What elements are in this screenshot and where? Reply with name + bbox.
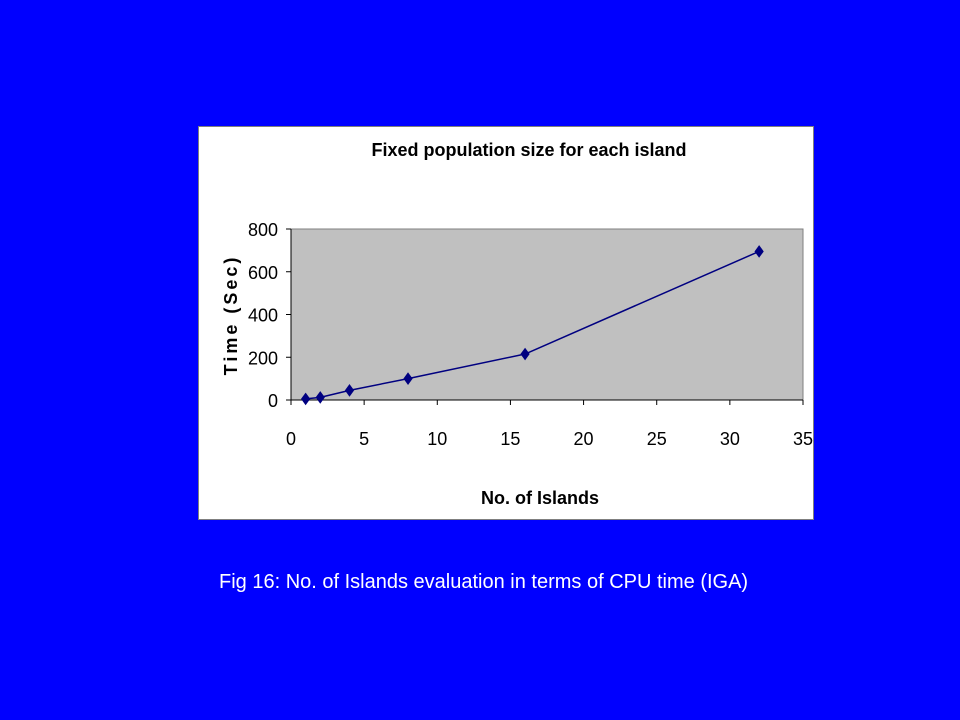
line-chart: Fixed population size for each island 0 5…	[221, 140, 813, 508]
chart-panel: Fixed population size for each island 0 5…	[198, 126, 814, 520]
data-point-marker	[754, 245, 764, 258]
plot-area	[290, 228, 804, 401]
x-tick-label: 35	[793, 429, 813, 449]
data-point-marker	[520, 347, 530, 361]
data-point-marker	[301, 392, 311, 406]
x-tick-label: 10	[427, 429, 447, 449]
y-tick-label: 600	[248, 263, 278, 283]
x-tick-label: 20	[574, 429, 594, 449]
x-axis: 0 5 10 15 20 25 30 35	[286, 399, 813, 449]
data-point-marker	[344, 384, 355, 397]
y-tick-label: 400	[248, 306, 278, 326]
y-tick-label: 800	[248, 220, 278, 240]
x-tick-label: 15	[500, 429, 520, 449]
x-tick-label: 25	[647, 429, 667, 449]
y-tick-label: 200	[248, 348, 278, 368]
figure-caption: Fig 16: No. of Islands evaluation in ter…	[219, 571, 749, 593]
chart-title: Fixed population size for each island	[371, 140, 686, 160]
y-axis: 0 200 400 600 800	[248, 220, 292, 411]
series-layer	[301, 245, 764, 406]
x-tick-label: 0	[286, 429, 296, 449]
y-tick-label: 0	[268, 391, 278, 411]
x-tick-label: 30	[720, 429, 740, 449]
data-point-marker	[315, 391, 325, 404]
x-tick-label: 5	[359, 429, 369, 449]
data-point-marker	[403, 372, 413, 385]
x-axis-label: No. of Islands	[481, 488, 599, 508]
y-axis-label: Time (Sec)	[221, 255, 241, 376]
